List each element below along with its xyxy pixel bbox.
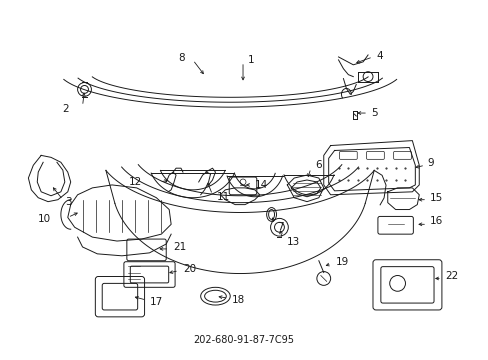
Text: 14: 14 bbox=[254, 180, 267, 190]
Text: 6: 6 bbox=[314, 160, 321, 170]
Text: 7: 7 bbox=[277, 222, 284, 232]
Text: 8: 8 bbox=[178, 53, 184, 63]
Text: 19: 19 bbox=[335, 257, 348, 267]
Text: 5: 5 bbox=[370, 108, 377, 118]
Text: 15: 15 bbox=[429, 193, 443, 203]
Text: 202-680-91-87-7C95: 202-680-91-87-7C95 bbox=[193, 336, 294, 345]
Text: 22: 22 bbox=[444, 271, 457, 282]
Text: 3: 3 bbox=[65, 197, 71, 207]
Text: 21: 21 bbox=[173, 242, 186, 252]
Text: 20: 20 bbox=[183, 264, 196, 274]
Text: 9: 9 bbox=[426, 158, 433, 168]
Text: 1: 1 bbox=[247, 55, 254, 65]
Text: 10: 10 bbox=[38, 215, 51, 224]
Text: 2: 2 bbox=[62, 104, 69, 114]
Text: 12: 12 bbox=[128, 177, 142, 187]
Text: 13: 13 bbox=[286, 237, 299, 247]
Text: 18: 18 bbox=[232, 295, 245, 305]
Text: 4: 4 bbox=[375, 51, 382, 61]
Text: 16: 16 bbox=[429, 216, 443, 226]
Text: 11: 11 bbox=[216, 192, 229, 202]
Text: 17: 17 bbox=[149, 297, 163, 307]
